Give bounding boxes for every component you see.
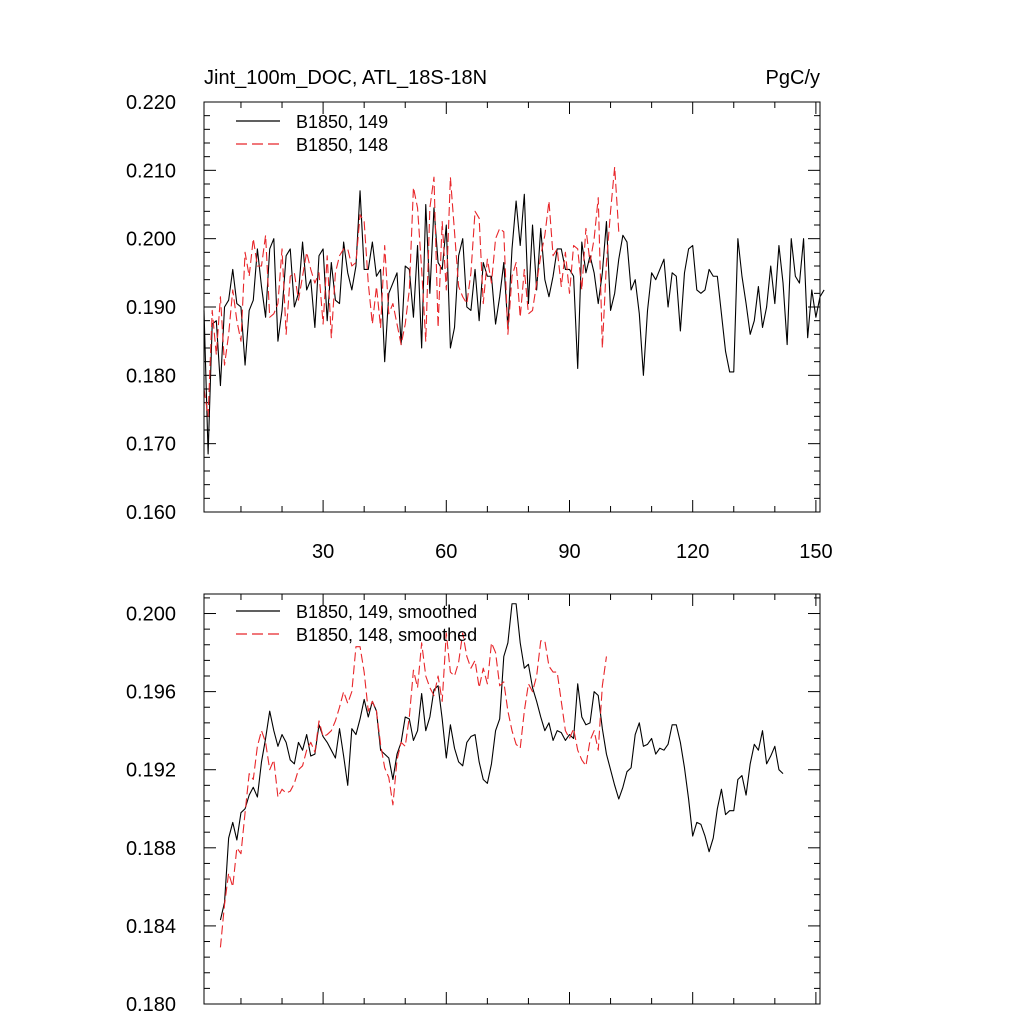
- x-tick-label: 90: [558, 541, 580, 563]
- y-tick-label: 0.180: [126, 365, 176, 387]
- bottom-panel: 0.180 0.184 0.188 0.192 0.196 0.200 B1850, 14…: [126, 593, 821, 1016]
- series-line-b1850-149: [219, 603, 784, 921]
- y-tick-label: 0.160: [126, 502, 176, 524]
- x-tick-label: 120: [676, 541, 709, 563]
- y-tick-label: 0.196: [126, 682, 176, 704]
- y-tick-label: 0.188: [126, 838, 176, 860]
- chart-units: PgC/y: [766, 67, 820, 89]
- legend-label-149: B1850, 149: [296, 112, 388, 132]
- top-series-lines: [203, 166, 825, 455]
- y-tick-label: 0.200: [126, 229, 176, 251]
- top-axis-ticks: [204, 101, 820, 513]
- legend-label-148: B1850, 148: [296, 135, 388, 155]
- top-panel: Jint_100m_DOC, ATL_18S-18N PgC/y 0.1600.…: [126, 67, 833, 563]
- x-tick-label: 60: [435, 541, 457, 563]
- series-line-b1850-148: [219, 632, 607, 948]
- top-y-tick-labels: 0.160 0.170 0.180 0.190 0.200 0.210 0.220: [126, 92, 176, 524]
- chart-title: Jint_100m_DOC, ATL_18S-18N: [204, 67, 487, 89]
- bottom-plot-frame: [203, 593, 821, 1005]
- y-tick-label: 0.220: [126, 92, 176, 114]
- y-tick-label: 0.210: [126, 160, 176, 182]
- y-tick-label: 0.184: [126, 916, 176, 938]
- legend-label-148-smoothed: B1850, 148, smoothed: [296, 625, 477, 645]
- y-tick-label: 0.192: [126, 760, 176, 782]
- legend-label-149-smoothed: B1850, 149, smoothed: [296, 602, 477, 622]
- y-tick-label: 0.170: [126, 434, 176, 456]
- y-tick-label: 0.180: [126, 994, 176, 1016]
- series-line-b1850-148: [203, 166, 620, 417]
- y-tick-label: 0.200: [126, 604, 176, 626]
- top-x-tick-labels: 30 60 90 120 150: [312, 541, 833, 563]
- top-legend: B1850, 149 B1850, 148: [236, 112, 388, 155]
- y-tick-label: 0.190: [126, 297, 176, 319]
- bottom-legend: B1850, 149, smoothed B1850, 148, smoothe…: [236, 602, 477, 645]
- x-tick-label: 150: [799, 541, 832, 563]
- bottom-y-tick-labels: 0.180 0.184 0.188 0.192 0.196 0.200: [126, 604, 176, 1016]
- series-line-b1850-149: [203, 190, 825, 455]
- top-plot-frame: [203, 101, 821, 513]
- x-tick-label: 30: [312, 541, 334, 563]
- bottom-axis-ticks: [204, 594, 820, 1005]
- bottom-series-lines: [219, 603, 784, 948]
